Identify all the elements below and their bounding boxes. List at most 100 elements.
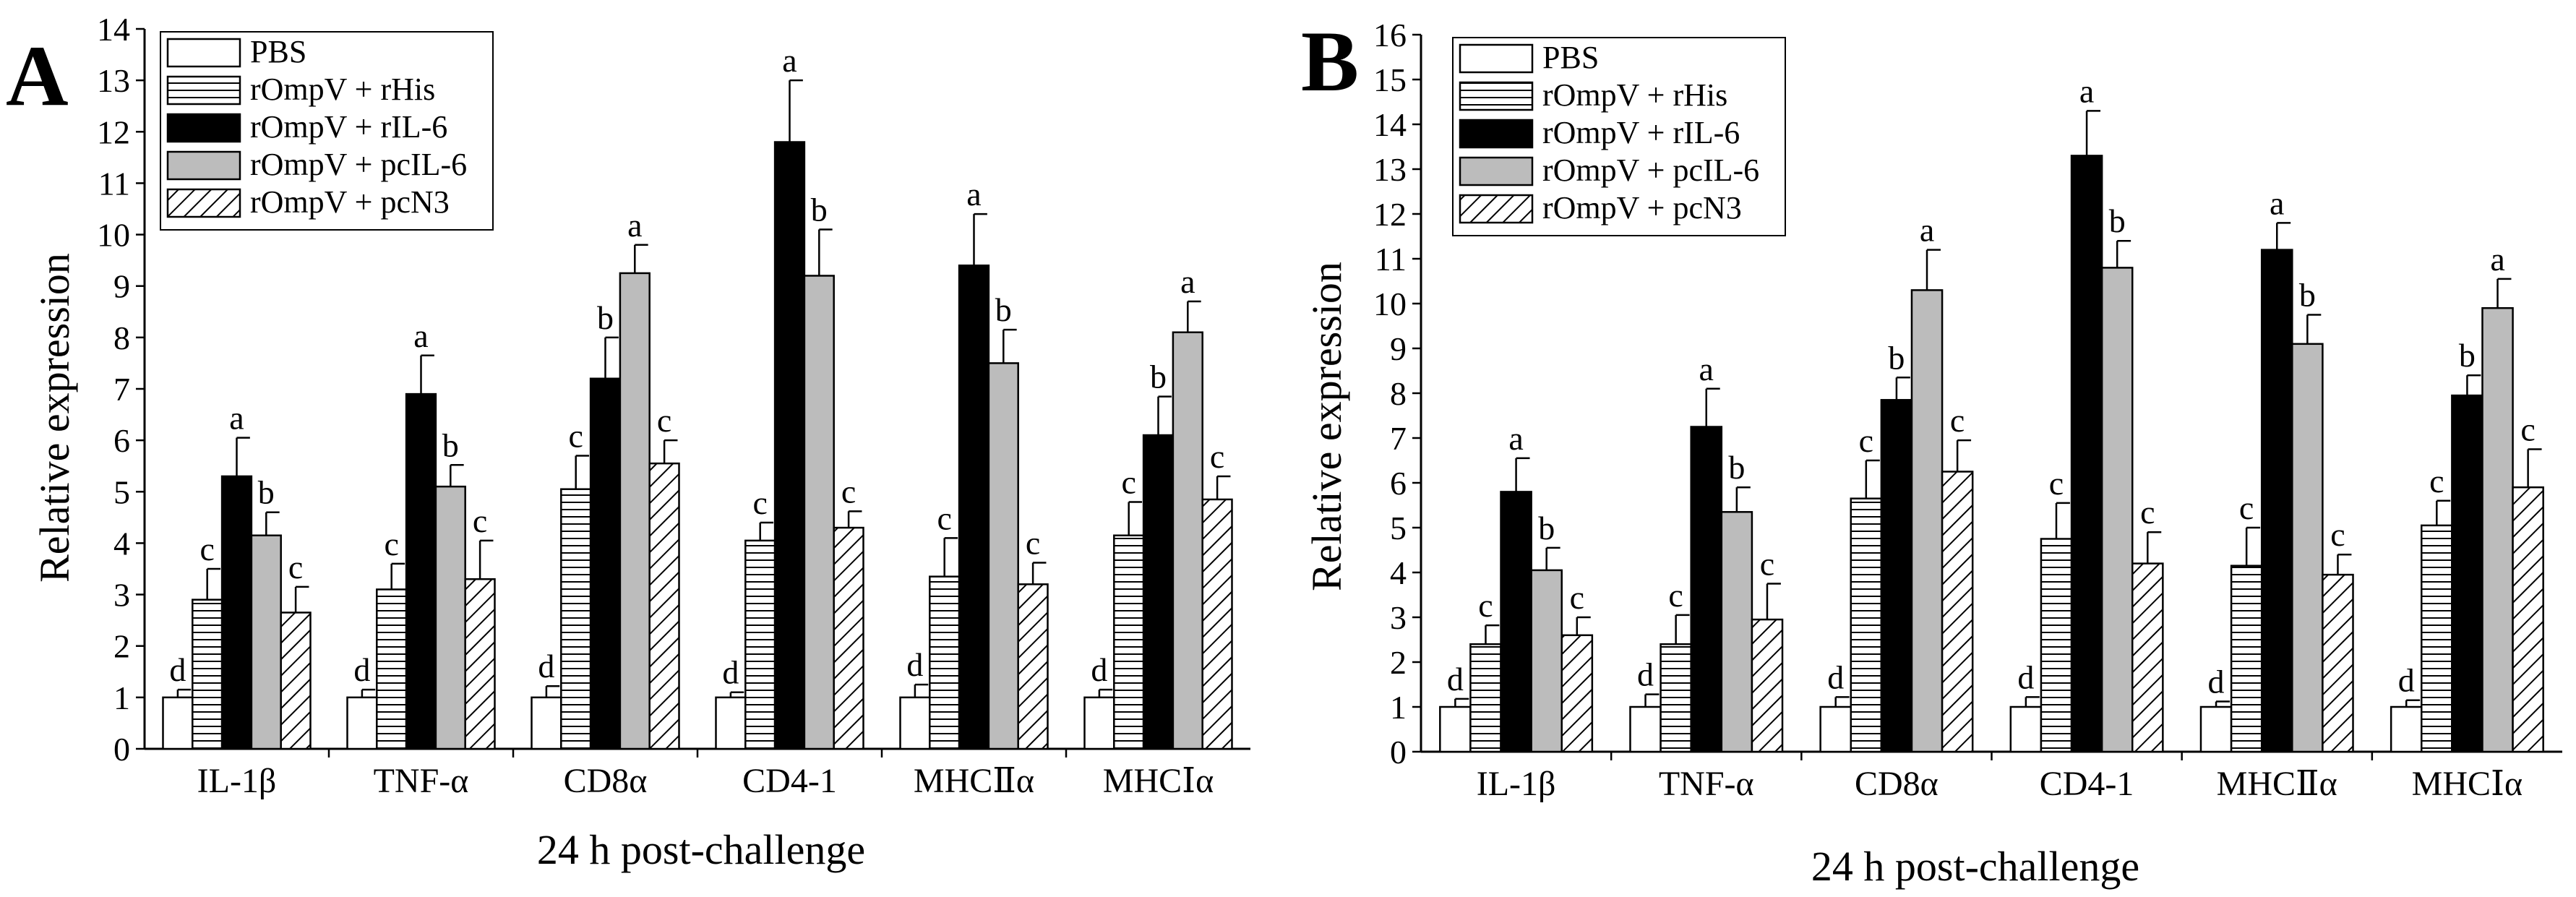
sig-letter-b-cd41-ril6: a: [2079, 72, 2094, 109]
y-tick-label-b-16: 16: [1373, 17, 1407, 53]
sig-letter-b-cd41-rhis: c: [2049, 465, 2064, 502]
bar-a-tnfa-pcn3: [464, 578, 496, 750]
sig-letter-b-cd41-pcn3: c: [2140, 494, 2155, 531]
bar-a-cd41-pcn3: [833, 526, 864, 750]
sig-letter-a-cd41-pcn3: c: [841, 473, 856, 510]
bar-a-mhc2a-pbs: [899, 696, 931, 750]
sig-letter-b-tnfa-pcn3: c: [1760, 546, 1774, 583]
sig-letter-a-tnfa-rhis: c: [384, 525, 398, 562]
bar-b-cd8a-pcil6: [1910, 289, 1944, 753]
y-tick-label-b-6: 6: [1390, 465, 1407, 502]
bar-b-mhc2a-ril6: [2260, 249, 2293, 753]
bar-b-mhc2a-rhis: [2230, 565, 2263, 753]
sig-letter-a-cd41-ril6: a: [782, 42, 797, 79]
legend-swatch-a-pcn3: [166, 188, 241, 218]
panel-b: B Relative expression 24 h post-challeng…: [1301, 13, 2562, 890]
legend-label-a-pcn3: rOmpV + pcN3: [250, 184, 450, 220]
bar-b-tnfa-pcil6: [1720, 511, 1753, 753]
legend-swatch-b-ril6: [1459, 119, 1534, 149]
y-tick-label-b-1: 1: [1390, 689, 1407, 726]
y-tick-label-b-11: 11: [1375, 241, 1407, 278]
legend-label-a-pcil6: rOmpV + pcIL-6: [250, 147, 467, 182]
legend-swatch-a-pbs: [166, 38, 241, 68]
bar-a-mhc1a-pcn3: [1201, 498, 1233, 750]
sig-letter-b-cd41-pbs: d: [2017, 658, 2034, 695]
sig-letter-a-mhc1a-rhis: c: [1121, 464, 1135, 501]
sig-letter-b-cd41-pcil6: b: [2109, 202, 2126, 239]
sig-letter-b-mhc1a-pcn3: c: [2520, 411, 2535, 448]
legend-label-b-pbs: PBS: [1542, 40, 1599, 75]
bar-a-mhc1a-pcil6: [1172, 331, 1203, 750]
bar-b-mhc1a-ril6: [2451, 394, 2483, 753]
sig-letter-a-cd8a-ril6: b: [597, 299, 614, 336]
bar-a-cd8a-rhis: [560, 488, 592, 750]
bar-a-cd41-rhis: [744, 539, 776, 750]
bar-b-cd8a-pcn3: [1941, 471, 1974, 753]
y-tick-label-b-0: 0: [1390, 734, 1407, 771]
x-tick-label-a-mhc2a: MHCⅡα: [914, 762, 1034, 800]
sig-letter-a-mhc1a-pcil6: a: [1180, 263, 1195, 300]
x-axis-label-a: 24 h post-challenge: [537, 826, 865, 873]
y-tick-label-b-14: 14: [1373, 106, 1407, 143]
legend-label-b-ril6: rOmpV + rIL-6: [1542, 115, 1740, 150]
bar-b-cd41-rhis: [2040, 538, 2073, 753]
sig-letter-b-il1b-pbs: d: [1447, 661, 1464, 698]
sig-letter-a-cd8a-rhis: c: [568, 417, 583, 454]
sig-letter-b-il1b-rhis: c: [1478, 587, 1493, 624]
sig-letter-b-mhc1a-rhis: c: [2429, 463, 2444, 499]
sig-letter-a-mhc2a-pcil6: b: [995, 291, 1012, 328]
bar-b-mhc1a-rhis: [2421, 524, 2453, 753]
legend-label-b-rhis: rOmpV + rHis: [1542, 77, 1727, 113]
x-tick-label-b-mhc1a: MHCⅠα: [2412, 765, 2523, 803]
panel-label-b: B: [1301, 13, 1359, 109]
sig-letter-b-il1b-ril6: a: [1508, 420, 1523, 457]
bar-a-il1b-rhis: [192, 598, 223, 750]
y-tick-label-a-11: 11: [98, 165, 130, 202]
sig-letter-b-mhc1a-ril6: b: [2459, 337, 2476, 374]
panel-label-a: A: [6, 27, 69, 124]
y-tick-label-a-13: 13: [97, 62, 130, 99]
y-tick-label-b-4: 4: [1390, 554, 1407, 591]
bar-b-mhc1a-pbs: [2390, 705, 2423, 753]
y-tick-label-b-13: 13: [1373, 151, 1407, 188]
bar-a-cd8a-pbs: [531, 696, 562, 750]
sig-letter-a-il1b-ril6: a: [229, 400, 244, 437]
sig-letter-b-il1b-pcil6: b: [1538, 510, 1555, 546]
x-tick-label-a-il1b: IL-1β: [197, 762, 277, 800]
sig-letter-a-mhc1a-pcn3: c: [1210, 438, 1224, 475]
sig-letter-b-cd8a-pcn3: c: [1950, 402, 1965, 439]
sig-letter-b-mhc2a-pcil6: b: [2299, 277, 2316, 314]
y-tick-label-b-12: 12: [1373, 196, 1407, 233]
sig-letter-b-tnfa-ril6: a: [1699, 351, 1714, 387]
sig-letter-a-mhc2a-pcn3: c: [1026, 524, 1040, 561]
bar-a-tnfa-rhis: [376, 588, 408, 750]
y-tick-label-a-1: 1: [113, 679, 130, 716]
x-tick-label-a-tnfa: TNF-α: [374, 762, 469, 800]
bar-b-il1b-pcn3: [1560, 634, 1594, 753]
sig-letter-b-il1b-pcn3: c: [1570, 579, 1584, 616]
sig-letter-b-cd8a-pbs: d: [1827, 658, 1844, 695]
y-tick-label-a-9: 9: [113, 268, 130, 305]
sig-letter-b-cd8a-pcil6: a: [1920, 212, 1934, 249]
sig-letter-b-cd8a-rhis: c: [1859, 422, 1873, 459]
sig-letter-a-tnfa-pbs: d: [353, 651, 370, 688]
sig-letter-a-mhc1a-ril6: b: [1150, 359, 1167, 395]
bar-a-mhc2a-ril6: [958, 265, 990, 750]
legend-swatch-a-ril6: [166, 113, 241, 143]
bar-b-cd41-pcil6: [2100, 267, 2134, 753]
legend-label-a-ril6: rOmpV + rIL-6: [250, 109, 447, 145]
bar-b-il1b-pbs: [1439, 705, 1472, 753]
sig-letter-b-mhc2a-ril6: a: [2270, 184, 2284, 221]
bar-b-il1b-pcil6: [1530, 569, 1563, 753]
bar-b-mhc2a-pcn3: [2322, 573, 2354, 753]
bar-b-mhc1a-pcil6: [2481, 306, 2514, 753]
y-tick-label-b-15: 15: [1373, 61, 1407, 98]
bar-a-il1b-pcil6: [250, 534, 282, 750]
sig-letter-b-tnfa-pbs: d: [1637, 656, 1654, 693]
bar-a-il1b-pcn3: [280, 611, 312, 750]
y-tick-label-a-4: 4: [113, 525, 130, 562]
bar-a-mhc2a-rhis: [929, 575, 961, 750]
y-axis-label-a: Relative expression: [31, 253, 78, 583]
x-tick-label-b-il1b: IL-1β: [1477, 765, 1556, 803]
